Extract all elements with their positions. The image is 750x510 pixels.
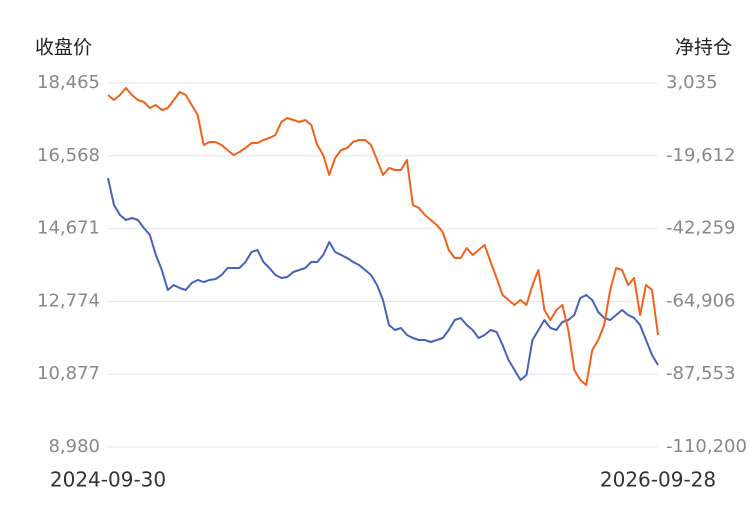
series-line (107, 177, 659, 381)
x-tick-label: 2026-09-28 (600, 468, 716, 492)
y-tick-label: 18,465 (37, 72, 100, 93)
y2-tick-label: -110,200 (666, 436, 747, 457)
y-tick-label: 12,774 (37, 290, 100, 311)
y2-tick-label: -87,553 (666, 363, 735, 384)
y-axis-title: 收盘价 (35, 37, 92, 59)
y-tick-label: 16,568 (37, 145, 100, 166)
y2-tick-label: 3,035 (666, 72, 718, 93)
series-line (107, 87, 659, 386)
y-tick-label: 14,671 (37, 218, 100, 239)
y2-tick-label: -19,612 (666, 145, 735, 166)
y2-tick-label: -64,906 (666, 290, 735, 311)
x-tick-label: 2024-09-30 (50, 468, 166, 492)
y-tick-label: 8,980 (48, 436, 100, 457)
y-tick-label: 10,877 (37, 363, 100, 384)
y2-tick-label: -42,259 (666, 218, 735, 239)
y2-axis-title: 净持仓 (675, 37, 732, 59)
